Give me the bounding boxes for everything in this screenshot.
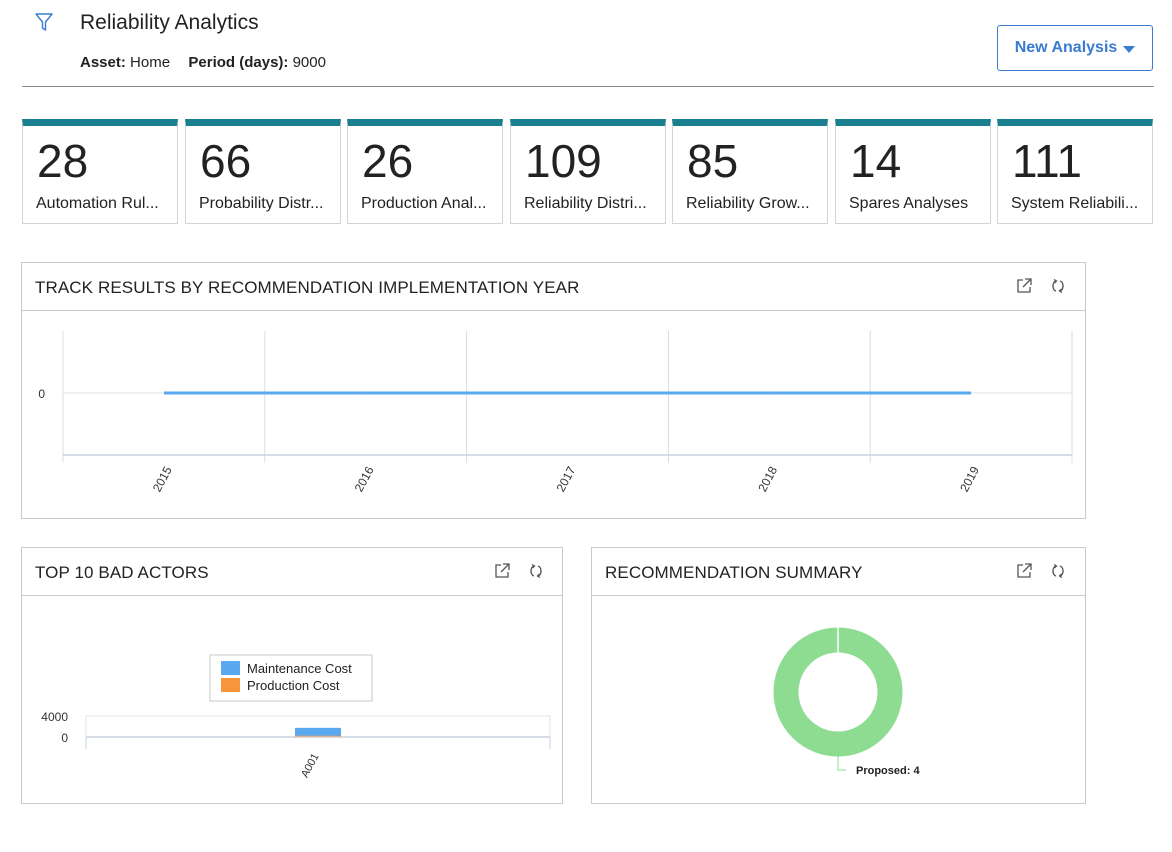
chart-legend: Maintenance Cost Production Cost xyxy=(209,654,373,702)
asset-label: Asset: xyxy=(80,54,126,71)
header-divider xyxy=(22,86,1154,87)
tile-count: 66 xyxy=(200,135,252,187)
asset-value: Home xyxy=(130,54,171,71)
y-tick-label: 0 xyxy=(61,731,68,745)
popout-icon[interactable] xyxy=(1015,277,1033,295)
legend-label: Production Cost xyxy=(247,678,340,693)
x-tick-label: A001 xyxy=(299,751,322,779)
tile-count: 28 xyxy=(37,135,89,187)
tile-label: Reliability Distri... xyxy=(524,195,647,212)
bar-production-cost xyxy=(295,735,341,737)
tile-count: 26 xyxy=(362,135,414,187)
popout-icon[interactable] xyxy=(493,562,511,580)
panel-header: TOP 10 BAD ACTORS xyxy=(22,548,562,596)
tile-label: Production Anal... xyxy=(361,195,487,212)
tile-count: 109 xyxy=(525,135,602,187)
data-label-connector xyxy=(837,756,846,771)
legend-swatch xyxy=(221,678,240,692)
new-analysis-label: New Analysis xyxy=(1014,39,1118,56)
period-value: 9000 xyxy=(292,54,326,71)
tile-probability-distributions[interactable]: 66 Probability Distr... xyxy=(185,119,341,224)
y-tick-label: 0 xyxy=(38,387,45,401)
bad-actors-chart: Maintenance Cost Production Cost 4000 0 A001 xyxy=(41,654,551,780)
caret-down-icon xyxy=(1123,46,1136,53)
x-tick-label: 2016 xyxy=(352,464,377,494)
refresh-icon[interactable] xyxy=(1049,277,1067,295)
bad-actors-panel: TOP 10 BAD ACTORS Maintenance Cost Produc… xyxy=(21,547,563,804)
x-tick-label: 2017 xyxy=(554,464,579,494)
bar-maintenance-cost xyxy=(295,727,341,737)
tile-label: System Reliabili... xyxy=(1011,195,1139,212)
panel-title: TOP 10 BAD ACTORS xyxy=(35,563,209,582)
recommendation-summary-panel: RECOMMENDATION SUMMARY Proposed: 4 xyxy=(591,547,1086,804)
tile-label: Probability Distr... xyxy=(199,195,324,212)
tile-label: Reliability Grow... xyxy=(686,195,810,212)
legend-swatch xyxy=(221,661,240,675)
tile-label: Automation Rul... xyxy=(36,195,159,212)
tile-count: 14 xyxy=(850,135,902,187)
track-results-chart: 0 2015 2016 2017 2018 2019 xyxy=(38,331,1073,494)
tile-reliability-distributions[interactable]: 109 Reliability Distri... xyxy=(510,119,666,224)
panel-title: RECOMMENDATION SUMMARY xyxy=(605,563,863,582)
panel-title: TRACK RESULTS BY RECOMMENDATION IMPLEMEN… xyxy=(35,278,580,297)
data-label: Proposed: 4 xyxy=(856,765,920,777)
tile-production-analyses[interactable]: 26 Production Anal... xyxy=(347,119,503,224)
y-tick-label: 4000 xyxy=(41,710,68,724)
filter-icon[interactable] xyxy=(34,12,54,34)
refresh-icon[interactable] xyxy=(1049,562,1067,580)
panel-header: TRACK RESULTS BY RECOMMENDATION IMPLEMEN… xyxy=(22,263,1085,311)
x-tick-label: 2018 xyxy=(755,464,780,494)
pie-slice-proposed xyxy=(773,627,903,757)
context-info: Asset: Home Period (days): 9000 xyxy=(80,54,326,71)
new-analysis-button[interactable]: New Analysis xyxy=(997,25,1153,71)
tile-system-reliability[interactable]: 111 System Reliabili... xyxy=(997,119,1153,224)
tile-label: Spares Analyses xyxy=(849,195,969,212)
refresh-icon[interactable] xyxy=(527,562,545,580)
tile-count: 85 xyxy=(687,135,739,187)
track-results-panel: TRACK RESULTS BY RECOMMENDATION IMPLEMEN… xyxy=(21,262,1086,519)
x-tick-label: 2019 xyxy=(957,464,982,494)
panel-header: RECOMMENDATION SUMMARY xyxy=(592,548,1085,596)
legend-label: Maintenance Cost xyxy=(247,661,352,676)
page-title: Reliability Analytics xyxy=(80,11,259,34)
tile-spares-analyses[interactable]: 14 Spares Analyses xyxy=(835,119,991,224)
period-label: Period (days): xyxy=(188,54,289,71)
x-tick-label: 2015 xyxy=(150,464,175,494)
tile-count: 111 xyxy=(1012,135,1082,187)
tile-reliability-growth[interactable]: 85 Reliability Grow... xyxy=(672,119,828,224)
recommendation-summary-chart: Proposed: 4 xyxy=(773,627,920,777)
tile-automation-rules[interactable]: 28 Automation Rul... xyxy=(22,119,178,224)
popout-icon[interactable] xyxy=(1015,562,1033,580)
